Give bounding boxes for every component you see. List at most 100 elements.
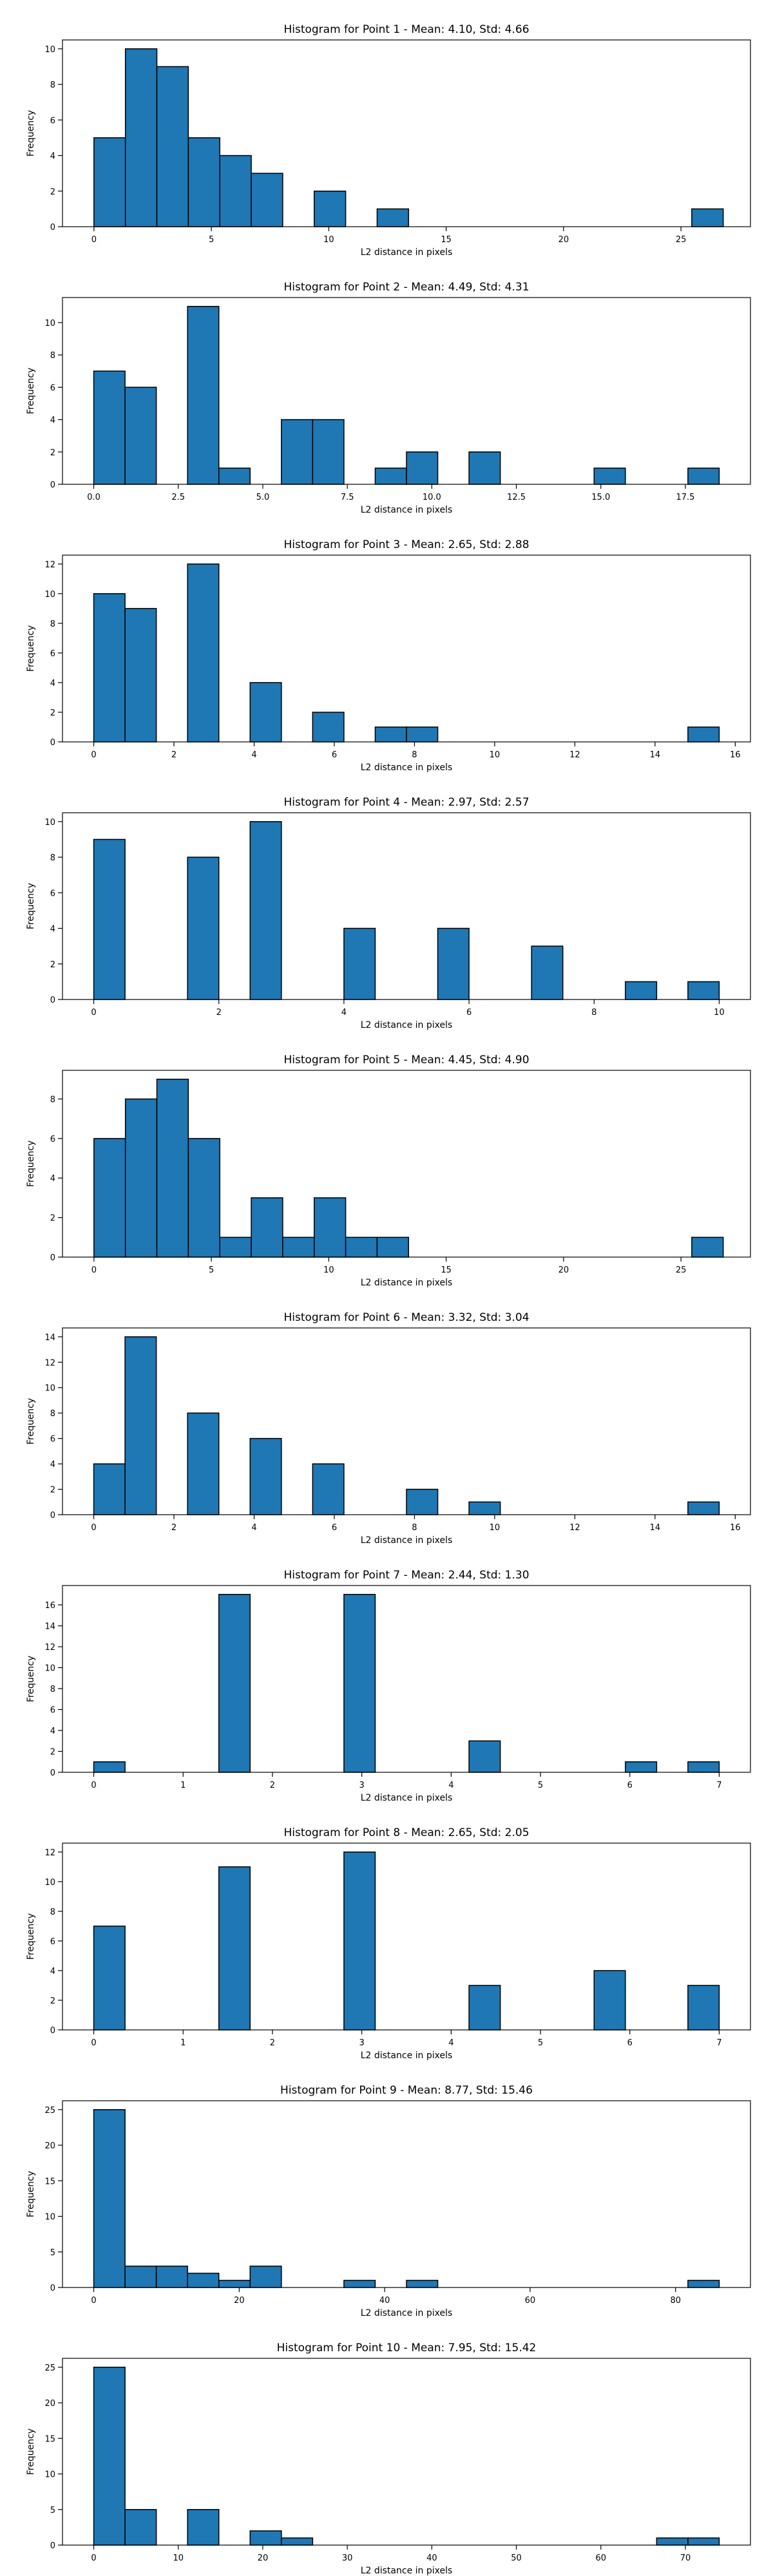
y-tick-label: 0: [50, 738, 55, 748]
y-tick-label: 15: [44, 2434, 55, 2444]
histogram-bar: [625, 1761, 658, 1773]
y-tick-label: 12: [44, 1643, 55, 1653]
y-tick-label: 6: [50, 1435, 55, 1444]
y-tick-label: 0: [50, 480, 55, 490]
x-tick-label: 1: [180, 1781, 186, 1790]
histogram-bar: [314, 1197, 347, 1258]
histogram-bar: [687, 726, 720, 743]
x-tick-label: 12: [569, 750, 580, 760]
x-tick-label: 0: [91, 1523, 96, 1533]
x-tick-label: 2.5: [171, 493, 185, 502]
histogram-panel-5: 0 5 10 15 20 25 0 2 4 6 8 Histogram for Point 5 - M…: [26, 1054, 751, 1288]
histogram-bar: [281, 419, 314, 485]
x-tick-label: 14: [650, 750, 661, 760]
histogram-bar: [187, 137, 220, 227]
histogram-bar: [691, 208, 724, 227]
histogram-bar: [374, 726, 407, 743]
histogram-bar: [156, 1079, 189, 1258]
y-tick-label: 10: [44, 1878, 55, 1888]
y-tick-label: 8: [50, 853, 55, 863]
y-tick-label: 25: [44, 2106, 55, 2116]
y-tick-label: 20: [44, 2141, 55, 2151]
chart-title: Histogram for Point 2 - Mean: 4.49, Std:…: [283, 281, 529, 294]
bars: [93, 306, 720, 485]
histogram-bar: [282, 1236, 315, 1258]
x-tick-label: 6: [627, 2038, 633, 2048]
x-tick-label: 0: [91, 750, 96, 760]
y-tick-label: 6: [50, 1706, 55, 1716]
bars: [93, 2109, 720, 2288]
y-tick-label: 14: [44, 1333, 55, 1343]
plot-frame: [62, 812, 751, 1000]
histogram-bar: [406, 726, 439, 743]
y-tick-label: 4: [50, 925, 55, 934]
histogram-bar: [343, 1594, 376, 1773]
y-tick-label: 2: [50, 448, 55, 458]
y-tick-label: 2: [50, 960, 55, 970]
x-axis-label: L2 distance in pixels: [361, 1020, 453, 1030]
histogram-bar: [343, 2280, 376, 2288]
x-tick-label: 16: [730, 750, 741, 760]
y-tick-label: 8: [50, 620, 55, 629]
histogram-panel-9: 0 20 40 60 80 0 5 10 15 20 25 Histogram for Point 9…: [26, 2084, 751, 2318]
y-tick-label: 8: [50, 1908, 55, 1917]
y-axis-label: Frequency: [26, 1913, 36, 1960]
x-tick-label: 2: [216, 1008, 222, 1018]
histogram-bar: [187, 2273, 220, 2288]
x-tick-label: 5: [538, 1781, 543, 1790]
x-tick-label: 25: [676, 1265, 687, 1275]
x-tick-label: 80: [670, 2296, 681, 2306]
y-tick-label: 2: [50, 1214, 55, 1224]
histogram-bar: [687, 981, 720, 1000]
x-tick-label: 16: [730, 1523, 741, 1533]
x-tick-label: 8: [591, 1008, 596, 1018]
y-tick-label: 0: [50, 1511, 55, 1520]
y-tick-label: 10: [44, 45, 55, 55]
histogram-bar: [187, 2509, 220, 2546]
x-tick-label: 10: [490, 1523, 501, 1533]
histogram-bar: [625, 981, 658, 1000]
histogram-bar: [251, 1197, 283, 1258]
y-tick-label: 4: [50, 1460, 55, 1470]
plot-frame: [62, 1585, 751, 1773]
histogram-bar: [124, 2266, 157, 2288]
histogram-bar: [219, 155, 252, 227]
y-tick-label: 4: [50, 152, 55, 162]
x-tick-label: 3: [359, 2038, 365, 2048]
x-tick-label: 4: [448, 2038, 453, 2048]
x-tick-label: 20: [234, 2296, 245, 2306]
histogram-bar: [687, 468, 720, 485]
x-tick-label: 7: [716, 2038, 721, 2048]
x-tick-label: 15: [441, 235, 452, 245]
histogram-bar: [93, 838, 126, 1000]
histogram-bar: [93, 1463, 126, 1515]
x-tick-label: 14: [650, 1523, 661, 1533]
x-tick-label: 10: [323, 235, 334, 245]
histogram-bar: [468, 1740, 501, 1773]
y-tick-label: 4: [50, 1174, 55, 1184]
histogram-bar: [374, 468, 407, 485]
x-tick-label: 17.5: [676, 493, 694, 502]
x-tick-label: 20: [558, 1265, 569, 1275]
y-tick-label: 8: [50, 351, 55, 361]
histogram-panel-4: 0 2 4 6 8 10 0 2 4 6 8 10 Histogram for Point 4 - Me…: [26, 796, 751, 1030]
bars: [93, 2367, 720, 2546]
x-tick-label: 0.0: [87, 493, 100, 502]
histogram-bar: [343, 927, 376, 1000]
bars: [93, 1079, 724, 1258]
x-tick-label: 0: [91, 235, 97, 245]
y-tick-label: 8: [50, 80, 55, 90]
histogram-bar: [93, 2367, 126, 2546]
y-tick-label: 6: [50, 889, 55, 898]
histogram-bar: [314, 191, 347, 227]
histogram-bar: [343, 1852, 376, 2031]
plot-frame: [62, 2358, 751, 2546]
y-tick-label: 14: [44, 1622, 55, 1632]
y-tick-label: 5: [50, 2506, 55, 2515]
plot-frame: [62, 2100, 751, 2288]
x-tick-label: 7.5: [341, 493, 354, 502]
histogram-bar: [93, 1761, 126, 1773]
y-tick-label: 2: [50, 708, 55, 718]
y-axis-label: Frequency: [26, 1398, 36, 1444]
